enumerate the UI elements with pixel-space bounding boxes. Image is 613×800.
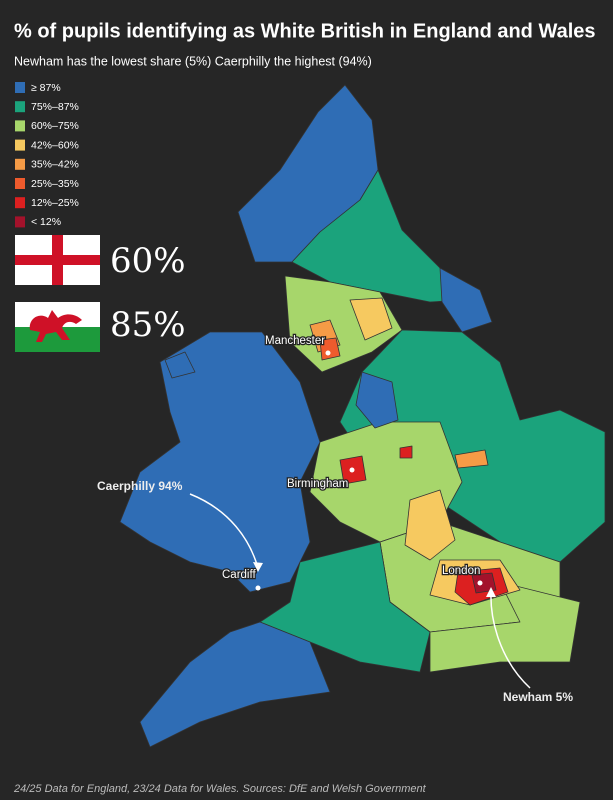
legend-swatch bbox=[15, 139, 25, 151]
arrow-head bbox=[253, 562, 263, 572]
annotation-arrow bbox=[490, 591, 531, 689]
region bbox=[399, 445, 413, 459]
region bbox=[164, 351, 196, 379]
annotation: Caerphilly 94% bbox=[97, 479, 183, 493]
legend-label: 60%–75% bbox=[31, 120, 79, 132]
footer: 24/25 Data for England, 23/24 Data for W… bbox=[13, 783, 427, 795]
legend-label: 75%–87% bbox=[31, 101, 79, 113]
arrow-head bbox=[486, 587, 496, 597]
legend-swatch bbox=[15, 216, 25, 228]
region bbox=[119, 331, 321, 593]
city-dot bbox=[255, 585, 261, 591]
region bbox=[139, 621, 331, 748]
legend-swatch bbox=[15, 120, 25, 132]
nation-share: 60% bbox=[110, 241, 186, 281]
region bbox=[429, 581, 581, 673]
nation-share: 85% bbox=[110, 305, 186, 345]
legend-swatch bbox=[15, 101, 25, 113]
map bbox=[119, 84, 606, 748]
legend-swatch bbox=[15, 178, 25, 189]
title: % of pupils identifying as White British… bbox=[14, 20, 596, 42]
region bbox=[339, 329, 606, 563]
legend-label: ≥ 87% bbox=[31, 82, 61, 94]
legend-swatch bbox=[15, 82, 25, 93]
city-dot bbox=[477, 580, 483, 586]
england-flag bbox=[15, 235, 100, 285]
region bbox=[471, 572, 497, 594]
region bbox=[319, 337, 341, 361]
annotation-arrow bbox=[189, 493, 259, 569]
city-dot bbox=[325, 350, 331, 356]
annotation: Newham 5% bbox=[503, 690, 573, 704]
legend: ≥ 87% 75%–87% 60%–75% 42%–60% 35%–42% 25%–35%… bbox=[15, 82, 79, 228]
place-label: Manchester bbox=[265, 335, 325, 347]
region bbox=[439, 267, 493, 333]
city-dot bbox=[349, 467, 355, 473]
region bbox=[259, 541, 431, 673]
place-labels: Manchester Birmingham Cardiff London bbox=[221, 334, 482, 583]
region bbox=[349, 297, 393, 341]
region bbox=[355, 371, 399, 429]
region bbox=[404, 489, 456, 561]
place-label: Birmingham bbox=[287, 478, 348, 490]
legend-swatch bbox=[15, 158, 25, 170]
wales-flag bbox=[15, 302, 100, 352]
legend-label: < 12% bbox=[31, 216, 61, 228]
legend-label: 35%–42% bbox=[31, 159, 79, 171]
subtitle: Newham has the lowest share (5%) Caerphi… bbox=[14, 54, 372, 68]
place-label: London bbox=[442, 565, 480, 577]
legend-label: 42%–60% bbox=[31, 139, 79, 151]
place-label: Cardiff bbox=[222, 569, 256, 581]
region bbox=[454, 449, 489, 469]
legend-swatch bbox=[15, 197, 25, 209]
legend-label: 25%–35% bbox=[31, 178, 79, 190]
legend-label: 12%–25% bbox=[31, 197, 79, 209]
